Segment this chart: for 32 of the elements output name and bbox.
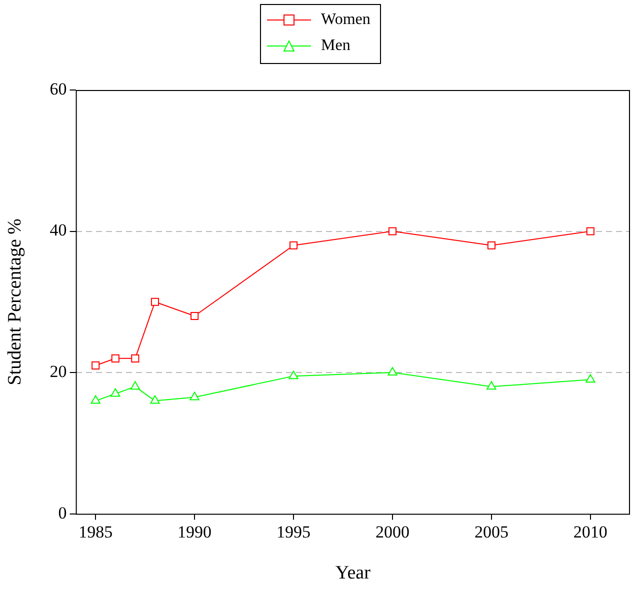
point [150,395,160,404]
y-tick-label: 40 [50,220,67,240]
x-tick-label: 1990 [178,522,212,542]
x-axis-title: Year [335,562,372,584]
x-tick-label: 2000 [375,522,410,542]
point [388,367,398,376]
point [130,381,140,390]
point [131,354,140,362]
legend-label: Women [321,11,370,29]
x-tick-label: 2005 [474,522,508,542]
x-tick-label: 1995 [276,522,311,542]
point [150,298,160,306]
point [90,395,100,404]
x-tick-label: 2010 [573,522,608,542]
point [289,241,298,250]
y-tick-label: 20 [50,362,67,381]
point [110,388,120,397]
y-tick-label: 60 [50,79,67,98]
point [190,312,199,320]
point [288,370,298,380]
y-axis-title: Student Percentage % [4,218,26,386]
point [586,227,594,236]
point [487,241,496,250]
y-tick-label: 0 [58,503,67,522]
point [586,374,596,383]
point [92,361,100,370]
point [388,227,397,236]
point [190,392,200,400]
x-tick-label: 1985 [78,522,113,542]
point [111,354,120,362]
legend-label: Men [321,37,350,55]
point [486,381,496,390]
